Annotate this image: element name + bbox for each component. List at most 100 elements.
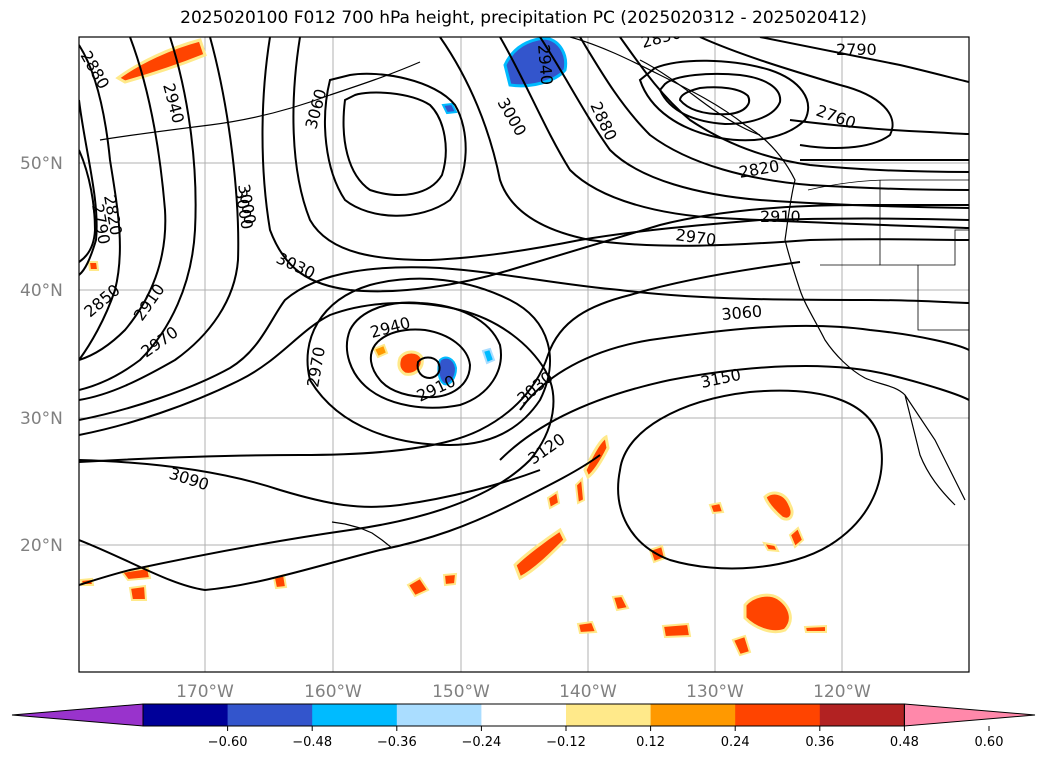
lat-label-30n: 30°N [20,409,63,429]
hawaiian-islands [331,521,393,549]
lat-label-20n: 20°N [20,536,63,556]
contour-line [306,277,551,447]
lon-label-130w: 130°W [686,682,744,702]
colorbar-tick-label: 0.60 [975,735,1004,750]
precip-patch [788,526,805,549]
lat-labels: 50°N 40°N 30°N 20°N [20,154,63,556]
colorbar-tick-label: −0.60 [208,735,248,750]
contour-line [789,119,969,135]
colorbar-tick-label: −0.48 [292,735,332,750]
colorbar-tick-label: 0.48 [890,735,919,750]
contour-line [79,149,97,263]
state-border [879,180,969,266]
precip-patch [574,476,586,505]
colorbar-segment [143,704,229,726]
contour-line [499,37,969,229]
contour-line [79,37,197,391]
lon-label-140w: 140°W [559,682,617,702]
aleutian-islands [99,61,421,141]
map-border [78,36,970,673]
precip-patch [763,491,794,521]
colorbar-extend-low [11,703,144,727]
contour-line [617,389,883,570]
precip-patch [731,634,752,657]
contour-line [699,37,894,149]
lon-label-170w: 170°W [176,682,234,702]
colorbar-segment [650,704,736,726]
lon-label-150w: 150°W [432,682,490,702]
precip-patch [708,501,725,515]
colorbar-extend-high [903,703,1036,727]
map-title: 2025020100 F012 700 hPa height, precipit… [180,8,867,28]
contour-line [416,356,441,380]
precip-patch [442,572,458,587]
contour-line [638,59,810,142]
contour-label-2910: 2910 [760,207,801,226]
contour-line [79,454,601,592]
contour-line [619,37,969,173]
contour-line [342,91,447,196]
lat-label-40n: 40°N [20,281,63,301]
contour-line [79,37,240,401]
colorbar-tick-label: −0.36 [377,735,417,750]
alaska-panhandle [639,59,761,136]
colorbar-outline [142,703,905,727]
precip-patch [743,593,792,634]
colorbar: −0.60 −0.48 −0.36 −0.24 −0.12 0.12 0.24 0.36 0.4… [11,703,1036,750]
colorbar-tick-label: −0.24 [461,735,501,750]
lon-label-120w: 120°W [813,682,871,702]
precip-patch [481,347,496,365]
precip-patch [546,490,561,510]
colorbar-segment [227,704,313,726]
colorbar-tick-label: −0.12 [546,735,586,750]
colorbar-tick-label: 0.12 [636,735,665,750]
contour-line [79,44,121,361]
precip-patches [79,37,827,657]
contour-line [79,37,167,361]
contour-line [499,364,969,461]
precip-patch [128,584,148,601]
contour-labels: 2880 2940 3000 3060 3000 2940 2850 2880 … [79,37,877,494]
contour-line [292,37,969,262]
north-america-coast [569,37,966,501]
precip-patch [441,102,458,115]
contour-label-3060-b: 3060 [721,302,763,324]
contour-line [79,266,969,421]
lat-label-50n: 50°N [20,154,63,174]
precip-patch [803,624,827,633]
contour-line [369,328,472,399]
contour-line [678,86,750,116]
precip-patch [762,541,780,553]
height-contours [79,37,969,592]
colorbar-tick-label: 0.24 [721,735,750,750]
precip-patch [513,527,567,581]
contour-line [579,37,969,191]
precip-patch [406,576,430,598]
contour-line [79,99,98,276]
colorbar-segment [819,704,905,726]
precip-patch [576,620,598,635]
colorbar-segment [312,704,398,726]
colorbar-segment [481,704,567,726]
contour-line [658,72,782,126]
colorbar-segment [396,704,482,726]
colorbar-segment [735,704,821,726]
contour-line [79,261,801,463]
contour-label-2790: 2790 [836,40,877,59]
contour-line [345,301,502,409]
gridlines [79,37,969,672]
contour-line [79,302,555,586]
precip-patch [661,622,692,639]
precip-patch [611,594,630,612]
lon-labels: 170°W 160°W 150°W 140°W 130°W 120°W [176,682,871,702]
contour-line [539,37,969,209]
contour-label-2940-b: 2940 [534,44,556,86]
state-border [917,265,969,331]
baja-california-coast [904,394,956,506]
precip-patch [372,343,389,359]
lon-label-160w: 160°W [304,682,362,702]
contour-line [519,324,969,411]
contour-line [79,459,541,508]
contour-line [759,37,969,83]
